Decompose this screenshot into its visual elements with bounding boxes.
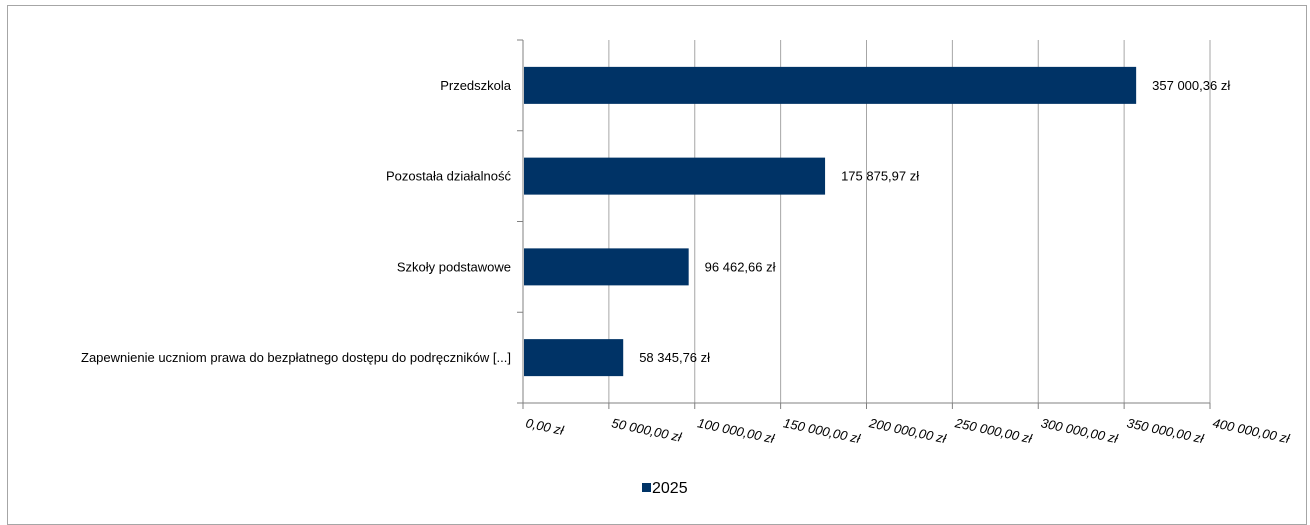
legend-swatch xyxy=(642,483,651,492)
category-label: Szkoły podstawowe xyxy=(397,259,511,274)
x-tick-label: 250 000,00 zł xyxy=(953,415,1035,446)
value-label: 175 875,97 zł xyxy=(841,169,919,184)
value-label: 357 000,36 zł xyxy=(1152,78,1230,93)
x-tick-label: 300 000,00 zł xyxy=(1040,415,1121,446)
bar xyxy=(524,157,826,195)
x-tick-label: 400 000,00 zł xyxy=(1211,415,1292,446)
x-tick-label: 200 000,00 zł xyxy=(867,415,949,446)
category-label: Pozostała działalność xyxy=(386,169,512,184)
x-tick-label: 50 000,00 zł xyxy=(610,415,683,445)
x-tick-label: 0,00 zł xyxy=(524,415,566,438)
bar xyxy=(524,339,624,377)
bar xyxy=(524,248,689,286)
value-label: 96 462,66 zł xyxy=(705,259,776,274)
bars xyxy=(524,66,1137,377)
x-tick-label: 350 000,00 zł xyxy=(1126,415,1207,446)
value-label: 58 345,76 zł xyxy=(639,350,710,365)
axes xyxy=(517,39,1211,409)
category-label: Zapewnienie uczniom prawa do bezpłatnego… xyxy=(81,350,511,365)
category-label: Przedszkola xyxy=(440,78,512,93)
x-tick-label: 150 000,00 zł xyxy=(782,415,863,446)
bar xyxy=(524,66,1137,104)
x-tick-label: 100 000,00 zł xyxy=(696,415,777,446)
legend: 2025 xyxy=(642,480,688,497)
legend-label: 2025 xyxy=(652,480,688,497)
